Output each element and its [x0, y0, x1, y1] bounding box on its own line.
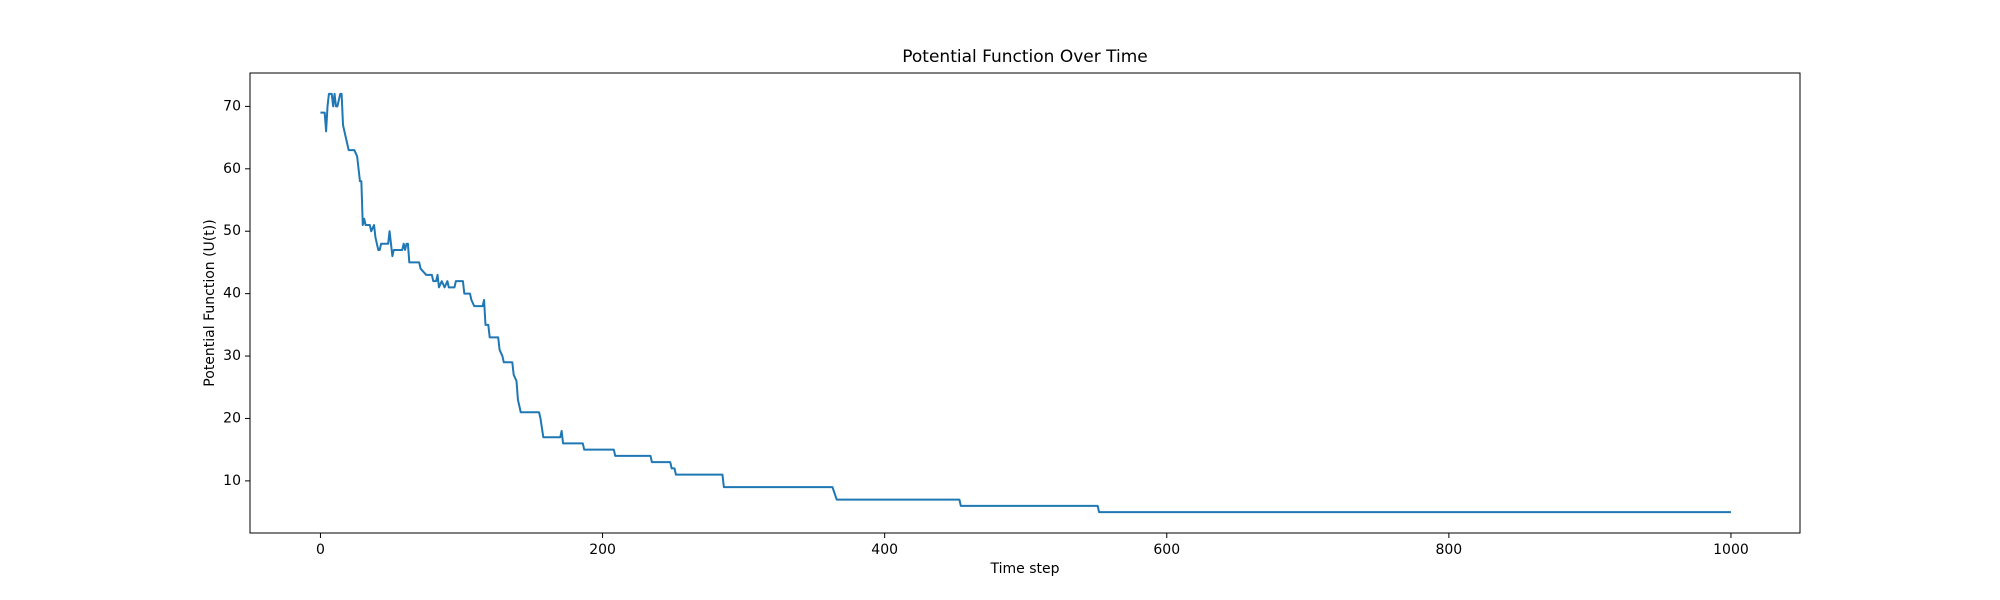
- y-tick-label: 30: [223, 348, 241, 364]
- y-tick-label: 60: [223, 161, 241, 177]
- chart-title: Potential Function Over Time: [902, 47, 1148, 67]
- x-tick-label: 0: [316, 542, 325, 558]
- y-axis-label: Potential Function (U(t)): [202, 219, 218, 386]
- line-series: [320, 92, 1731, 514]
- y-tick-label: 40: [223, 286, 241, 302]
- x-tick-label: 600: [1153, 542, 1180, 558]
- plot-frame: [249, 72, 1801, 534]
- x-tick-label: 200: [589, 542, 616, 558]
- y-tick-label: 10: [223, 473, 241, 489]
- x-tick-label: 1000: [1713, 542, 1749, 558]
- y-tick-label: 20: [223, 410, 241, 426]
- y-tick-label: 70: [223, 98, 241, 114]
- x-tick-label: 800: [1435, 542, 1462, 558]
- y-tick-label: 50: [223, 223, 241, 239]
- x-axis-label: Time step: [990, 561, 1060, 577]
- x-tick-label: 400: [871, 542, 898, 558]
